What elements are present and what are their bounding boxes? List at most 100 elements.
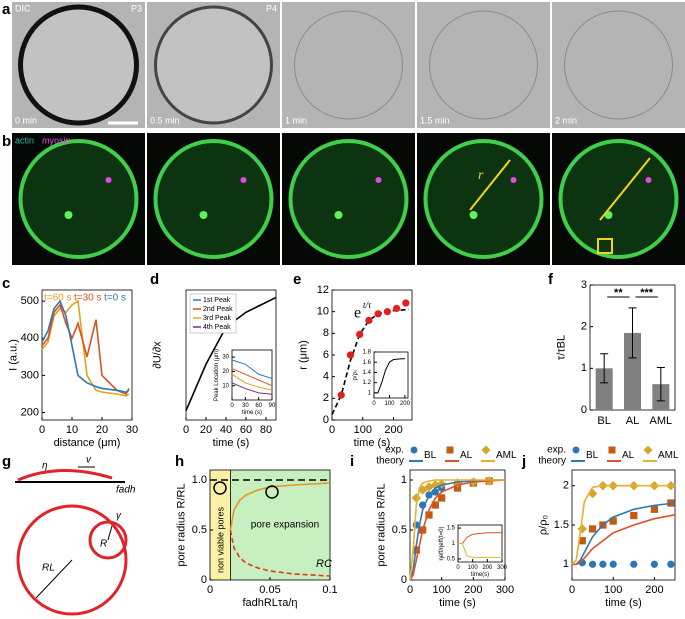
y-tick-label: 10 (222, 383, 229, 389)
marker (578, 537, 586, 545)
series-line (409, 479, 506, 581)
cell-outline (18, 4, 139, 126)
diagram-label: η (42, 461, 48, 472)
panel-label: d (150, 271, 159, 288)
marker (630, 511, 638, 520)
panel-label: f (548, 271, 554, 288)
dic-frame (282, 2, 415, 128)
marker (438, 494, 446, 502)
region (210, 470, 231, 580)
legend-label: 4th Peak (203, 324, 231, 331)
y-tick-label: 1 (452, 541, 456, 547)
annotation: non viable pores (215, 506, 225, 573)
marker (365, 316, 373, 324)
cell-fluor (558, 139, 679, 259)
diagram-label: γ (116, 511, 122, 522)
pore-icon (213, 481, 227, 495)
legend-label: t=30 s (74, 293, 102, 304)
y-tick-label: 2 (323, 392, 329, 404)
marker (588, 560, 597, 568)
outer-pore (16, 504, 128, 616)
myosin-spot (105, 177, 112, 183)
cell-outline (429, 10, 538, 120)
series-line (331, 308, 409, 415)
panel-label: a (2, 1, 11, 18)
marker (609, 560, 617, 568)
roi-box (597, 238, 613, 254)
y-tick-label: 300 (21, 369, 39, 381)
y-tick-label: 2 (581, 321, 587, 333)
series-line (231, 368, 273, 387)
y-tick-label: 0.5 (447, 556, 456, 562)
x-axis-label: time (s) (354, 437, 391, 449)
marker (650, 505, 659, 513)
actin-spot (469, 211, 478, 219)
legend-label: t=60 s (44, 293, 72, 304)
bar (595, 368, 613, 410)
marker (643, 445, 653, 455)
diagram-label: RL (42, 563, 55, 574)
cell-outline (294, 10, 403, 120)
legend-label: 2nd Peak (203, 306, 233, 313)
y-tick-label: 1.5 (447, 526, 456, 532)
y-tick-label: 1 (401, 474, 407, 486)
series-line (374, 358, 405, 394)
x-tick-label: 40 (220, 424, 232, 436)
marker (608, 446, 616, 454)
time-label: 0 min (15, 115, 37, 125)
annotation: RC (316, 558, 332, 570)
y-tick-label: 0.5 (192, 524, 207, 536)
x-tick-label: 0 (456, 565, 460, 571)
pore-icon (265, 485, 279, 499)
x-axis-label: time (s) (213, 437, 250, 449)
legend-label: AL (460, 450, 473, 461)
legend-label: 1st Peak (203, 297, 231, 304)
marker (337, 391, 345, 399)
y-axis-label: ηeff/ηeff(t=0) (439, 527, 445, 561)
radius-arrow (599, 157, 651, 221)
myosin-spot (375, 177, 382, 183)
diagram-label: R (100, 539, 107, 550)
y-axis-label: Peak Location (μm) (214, 349, 220, 401)
marker (446, 446, 454, 454)
y-axis-label: ρ/ρ₀ (537, 515, 549, 535)
x-tick-label: 200 (464, 584, 482, 596)
series-line (572, 514, 676, 566)
x-tick-label: 0 (372, 401, 376, 407)
error-bar (656, 367, 665, 402)
bar (624, 332, 641, 410)
marker (356, 330, 364, 339)
panel-label: b (2, 133, 11, 150)
panel-label: g (2, 453, 11, 470)
radius-label: r (478, 168, 484, 183)
series-line (231, 373, 273, 391)
cell-fluor (288, 139, 409, 259)
y-tick-label: 1.6 (363, 360, 372, 366)
x-tick-label: 200 (400, 401, 411, 407)
legend-label: AML (496, 450, 517, 461)
x-tick-label: 80 (260, 424, 272, 436)
marker (431, 501, 439, 509)
y-tick-label: 0.5 (392, 524, 407, 536)
series-line (229, 529, 331, 577)
y-axis-label: I (a.u.) (7, 339, 19, 371)
cell-fluor (18, 139, 139, 259)
marker (599, 560, 607, 568)
inner-pore (88, 520, 128, 560)
plot-frame (409, 469, 506, 581)
panel-label: i (350, 453, 354, 470)
x-tick-label: 0 (39, 424, 45, 436)
marker (402, 299, 410, 307)
y-tick-label: 0 (401, 574, 407, 586)
radius-arrow (107, 525, 113, 541)
significance-label: *** (640, 287, 654, 299)
x-axis-label: time (s) (242, 410, 262, 416)
dic-frame (417, 2, 550, 128)
y-tick-label: 1.2 (363, 380, 372, 386)
y-tick-label: 20 (222, 369, 229, 375)
cell-fluor (153, 139, 274, 259)
x-axis-label: distance (μm) (54, 437, 121, 449)
legend-label: t=0 s (104, 293, 126, 304)
series-line (458, 543, 502, 558)
